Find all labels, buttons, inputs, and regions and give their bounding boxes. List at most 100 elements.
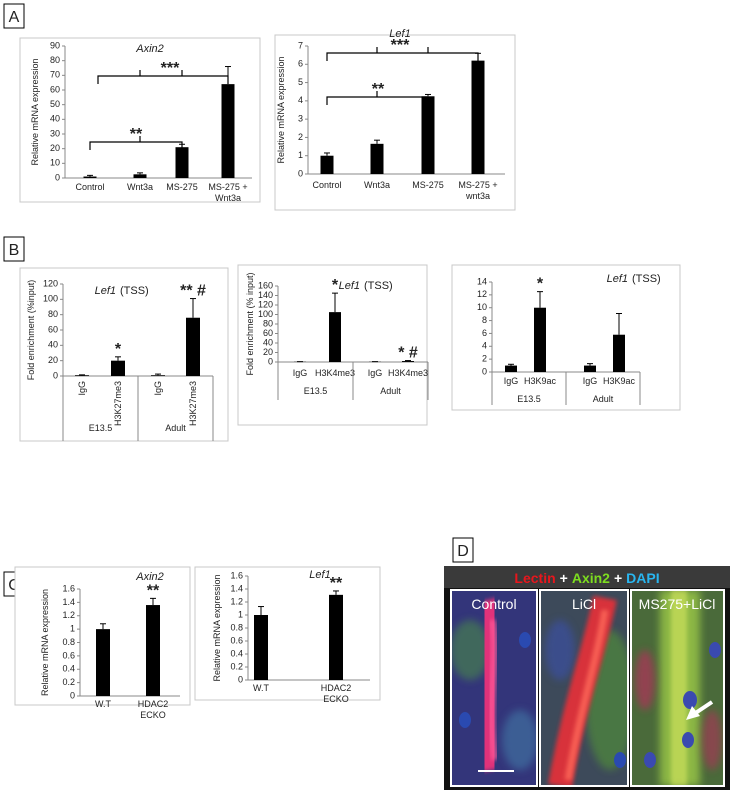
panel-label-box <box>3 236 25 262</box>
y-axis-label: Relative mRNA expression <box>30 58 40 165</box>
x-tick-label: H3K4me3 <box>315 368 355 378</box>
x-tick-label: ECKO <box>140 710 166 720</box>
y-axis-label: Fold enrichment (% input) <box>245 272 255 375</box>
bar <box>320 155 334 174</box>
panel-label-box <box>452 537 474 563</box>
bar <box>370 143 384 174</box>
x-tick-label: H3K9ac <box>524 376 557 386</box>
panel-label-box <box>3 3 25 29</box>
x-tick-label: IgG <box>293 368 308 378</box>
y-axis-label: Fold enrichment (%input) <box>26 280 36 381</box>
bar <box>329 312 341 362</box>
group-label: E13.5 <box>304 386 328 396</box>
y-tick-label: 140 <box>258 290 273 300</box>
stain-legend: Lectin + Axin2 + DAPI <box>514 570 659 586</box>
chart: Axin2 Relative mRNA expression 0 10 20 30 40 50… <box>19 37 261 203</box>
x-tick-label: Wnt3a <box>215 193 241 203</box>
y-tick-label: 0 <box>238 674 243 684</box>
bar <box>254 615 268 680</box>
y-tick-label: 20 <box>48 355 58 365</box>
group-label: Adult <box>593 394 614 404</box>
y-tick-label: 12 <box>477 289 487 299</box>
significance-label: ** <box>330 575 343 592</box>
stain-separator: + <box>560 570 568 586</box>
y-tick-label: 1 <box>298 150 303 160</box>
y-tick-label: 7 <box>298 40 303 50</box>
x-tick-label: IgG <box>77 381 87 396</box>
y-tick-label: 20 <box>263 347 273 357</box>
y-tick-label: 0.8 <box>62 637 75 647</box>
image-ms275-licl <box>631 590 724 786</box>
y-tick-label: 1 <box>70 624 75 634</box>
significance-label: * <box>115 341 122 358</box>
bar <box>146 605 160 696</box>
y-tick-label: 0.6 <box>230 635 243 645</box>
panel-label: C <box>8 577 20 594</box>
bar <box>505 365 517 372</box>
bar <box>402 361 414 362</box>
y-tick-label: 0 <box>55 172 60 182</box>
x-tick-label: Control <box>75 182 104 192</box>
image-licl <box>540 590 628 786</box>
chart-title: Lef1 <box>389 28 410 40</box>
y-tick-label: 90 <box>50 40 60 50</box>
y-tick-label: 80 <box>50 55 60 65</box>
bar <box>329 594 343 680</box>
panel-label: A <box>9 9 20 26</box>
bar <box>584 365 596 372</box>
y-tick-label: 0.4 <box>230 648 243 658</box>
significance-label: *** <box>161 60 180 77</box>
y-tick-label: 8 <box>482 315 487 325</box>
y-tick-label: 40 <box>50 114 60 124</box>
bar <box>133 174 147 178</box>
significance-bracket <box>326 91 429 105</box>
panel-labels: A B C D <box>3 3 474 597</box>
chart: Lef1 (TSS) Fold enrichment (%input) 0 20 40 60… <box>19 267 229 442</box>
bar <box>96 629 110 696</box>
y-tick-label: 70 <box>50 70 60 80</box>
chart: Axin2 Relative mRNA expression 0 0.2 0.4 0.6 0… <box>14 566 191 720</box>
condition-label: LiCl <box>572 596 596 612</box>
significance-label: * <box>537 276 544 293</box>
y-axis-label: Relative mRNA expression <box>276 56 286 163</box>
chart-frame <box>194 566 381 701</box>
condition-label: Control <box>471 596 516 612</box>
chart-subtitle: (TSS) <box>364 280 393 292</box>
significance-label: ** <box>130 126 143 143</box>
significance-label: ** <box>147 582 160 599</box>
x-tick-label: IgG <box>583 376 598 386</box>
chart-subtitle: (TSS) <box>120 285 149 297</box>
y-tick-label: 100 <box>258 309 273 319</box>
x-tick-label: ECKO <box>323 694 349 704</box>
chart-title: Lef1 <box>95 285 116 297</box>
chart-title: Axin2 <box>135 571 164 583</box>
image-control <box>451 590 537 786</box>
y-tick-label: 2 <box>298 132 303 142</box>
y-tick-label: 5 <box>298 77 303 87</box>
bar <box>111 360 125 376</box>
y-tick-label: 60 <box>48 324 58 334</box>
y-tick-label: 1 <box>238 609 243 619</box>
bar <box>221 84 235 178</box>
x-tick-label: H3K27me3 <box>188 381 198 426</box>
bar <box>421 96 435 174</box>
y-tick-label: 0 <box>298 168 303 178</box>
y-tick-label: 0 <box>53 370 58 380</box>
x-tick-label: wnt3a <box>465 191 490 201</box>
group-label: Adult <box>380 386 401 396</box>
significance-bracket <box>89 136 183 150</box>
x-tick-label: MS-275 + <box>208 182 247 192</box>
y-tick-label: 1.6 <box>230 570 243 580</box>
y-tick-label: 120 <box>43 278 58 288</box>
y-tick-label: 40 <box>48 340 58 350</box>
chart-title: Lef1 <box>309 569 330 581</box>
chart: Lef1 (TSS) Fold enrichment (% input) 020406… <box>237 264 429 426</box>
y-tick-label: 80 <box>263 318 273 328</box>
bar <box>175 147 189 178</box>
x-tick-label: H3K4me3 <box>388 368 428 378</box>
condition-label: MS275+LiCl <box>639 596 716 612</box>
stain-separator: + <box>614 570 622 586</box>
y-tick-label: 14 <box>477 276 487 286</box>
y-tick-label: 10 <box>50 158 60 168</box>
